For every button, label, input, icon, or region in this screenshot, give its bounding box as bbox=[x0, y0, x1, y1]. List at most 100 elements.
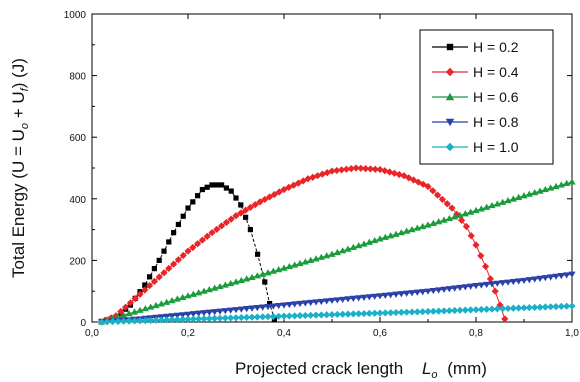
data-point bbox=[248, 313, 256, 321]
data-point bbox=[435, 307, 443, 315]
data-point bbox=[150, 277, 158, 285]
data-point bbox=[237, 306, 245, 313]
data-point bbox=[445, 286, 453, 293]
data-point bbox=[397, 291, 405, 298]
data-point bbox=[344, 296, 352, 303]
data-point bbox=[285, 301, 293, 309]
data-point bbox=[536, 275, 544, 282]
data-point bbox=[352, 164, 360, 172]
data-point bbox=[419, 289, 427, 296]
data-point bbox=[339, 310, 347, 318]
data-point bbox=[269, 312, 277, 321]
data-point bbox=[376, 293, 384, 300]
data-point bbox=[190, 199, 196, 205]
data-point bbox=[515, 304, 523, 312]
data-point bbox=[504, 279, 512, 286]
data-point bbox=[360, 294, 368, 301]
data-point bbox=[347, 165, 355, 173]
data-point bbox=[243, 313, 251, 321]
data-point bbox=[552, 303, 560, 311]
data-point bbox=[218, 222, 226, 230]
data-point bbox=[179, 293, 187, 301]
data-point bbox=[435, 218, 443, 225]
data-point bbox=[270, 190, 278, 199]
data-point bbox=[408, 308, 416, 316]
data-point bbox=[243, 306, 251, 313]
data-point bbox=[155, 273, 163, 281]
y-tick-label: 0 bbox=[80, 318, 86, 329]
data-point bbox=[493, 305, 501, 313]
data-point bbox=[376, 309, 384, 317]
data-point bbox=[520, 304, 528, 312]
data-point bbox=[194, 240, 202, 248]
data-point bbox=[451, 285, 459, 292]
data-point bbox=[451, 306, 459, 315]
legend-label: H = 1.0 bbox=[473, 139, 519, 155]
data-point bbox=[157, 300, 165, 307]
data-point bbox=[349, 295, 357, 302]
legend-marker bbox=[445, 142, 455, 152]
data-point bbox=[362, 165, 370, 173]
y-tick-label: 1000 bbox=[64, 10, 87, 21]
data-point bbox=[488, 201, 496, 209]
data-point bbox=[294, 179, 302, 187]
data-point bbox=[205, 309, 213, 316]
data-point bbox=[429, 187, 437, 195]
data-point bbox=[365, 294, 373, 301]
data-point bbox=[146, 282, 154, 290]
legend-item: H = 1.0 bbox=[432, 139, 519, 155]
data-point bbox=[122, 303, 130, 311]
legend-item: H = 0.8 bbox=[432, 114, 519, 130]
data-point bbox=[209, 182, 215, 188]
data-point bbox=[221, 314, 229, 322]
data-point bbox=[568, 271, 576, 278]
data-point bbox=[424, 288, 432, 295]
data-point bbox=[317, 298, 325, 306]
data-point bbox=[232, 212, 240, 220]
data-point bbox=[403, 290, 411, 297]
data-point bbox=[301, 300, 309, 307]
legend-label: H = 0.2 bbox=[473, 39, 519, 55]
data-point bbox=[472, 241, 480, 249]
x-tick-label: 0,4 bbox=[277, 328, 291, 339]
data-point bbox=[563, 272, 571, 279]
data-point bbox=[477, 252, 485, 260]
data-point bbox=[413, 308, 421, 316]
data-point bbox=[424, 182, 432, 191]
data-point bbox=[112, 312, 120, 320]
data-point bbox=[434, 191, 442, 199]
data-point bbox=[267, 300, 273, 307]
data-point bbox=[216, 314, 224, 322]
data-point bbox=[161, 248, 167, 254]
data-point bbox=[228, 188, 234, 194]
data-point bbox=[280, 312, 288, 320]
data-point bbox=[397, 308, 405, 316]
data-point bbox=[125, 310, 133, 317]
y-tick-label: 200 bbox=[69, 256, 86, 267]
data-point bbox=[264, 304, 272, 311]
data-point bbox=[429, 219, 437, 226]
data-point bbox=[307, 311, 315, 319]
data-point bbox=[504, 197, 512, 204]
x-tick-label: 0,8 bbox=[469, 328, 483, 339]
data-point bbox=[222, 218, 230, 227]
series-layer bbox=[98, 164, 576, 326]
data-point bbox=[429, 307, 437, 315]
data-point bbox=[445, 307, 453, 315]
data-point bbox=[117, 307, 125, 316]
data-point bbox=[216, 308, 224, 315]
x-axis-label-symbol: L bbox=[422, 359, 431, 378]
data-point bbox=[390, 169, 398, 177]
data-point bbox=[520, 277, 528, 285]
data-point bbox=[114, 313, 122, 320]
data-point bbox=[541, 303, 549, 311]
data-point bbox=[237, 209, 245, 217]
data-point bbox=[456, 211, 464, 218]
data-point bbox=[328, 311, 336, 319]
data-point bbox=[440, 216, 448, 223]
data-point bbox=[531, 276, 539, 283]
data-point bbox=[238, 202, 244, 208]
data-point bbox=[458, 216, 466, 224]
data-point bbox=[136, 317, 144, 325]
